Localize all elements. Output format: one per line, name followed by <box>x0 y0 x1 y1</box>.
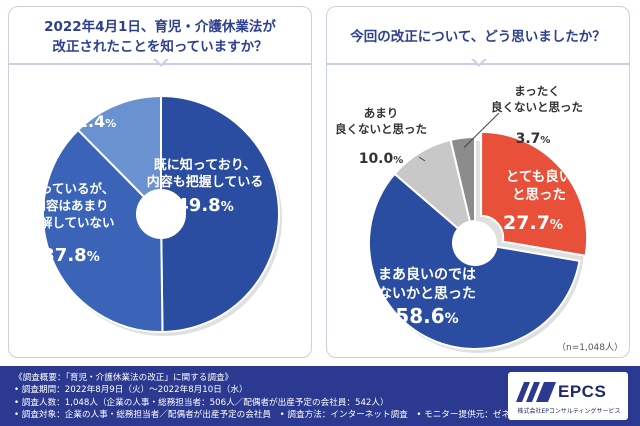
slice-label: まあ良いのでは <box>378 266 476 283</box>
donut-hole <box>137 190 185 238</box>
right-donut-chart: とても良いと思った27.7%まあ良いのではないかと思った58.6%あまり良くない… <box>335 84 589 353</box>
slice-percent-label: 49.8% <box>176 195 233 216</box>
slice-label: まったく <box>514 84 560 98</box>
epcs-company-name: 株式会社EPコンサルティングサービス <box>517 408 621 415</box>
survey-target-line: • 調査対象：企業の人事・総務担当者／配偶者が出産予定の会社員 • 調査方法：イ… <box>14 410 562 421</box>
epcs-logo: EPCS 株式会社EPコンサルティングサービス <box>508 372 628 420</box>
epcs-logo-mark-icon <box>516 382 556 402</box>
left-title-notch <box>153 58 169 67</box>
left-chart-title: 2022年4月1日、育児・介護休業法が 改正されたことを知っていますか？ <box>44 19 276 55</box>
survey-overview-line: 《調査概要：「育児・介護休業法の改正」に関する調査》 <box>14 373 234 383</box>
slice-label: と思った <box>512 187 566 203</box>
survey-count-line: • 調査人数：1,048人（企業の人事・総務担当者：506人／配偶者が出産予定の… <box>14 397 389 408</box>
slice-percent-label: 3.7% <box>516 131 551 147</box>
right-title-notch <box>471 58 487 67</box>
leader-line <box>463 112 500 149</box>
slice-percent-label: 12.4% <box>66 112 117 131</box>
slice-label: まったく知らない <box>55 83 155 98</box>
slice-label: 既に知っており、 <box>154 157 256 173</box>
right-chart-title: 今回の改正について、どう思いましたか？ <box>350 29 606 45</box>
survey-footer: 《調査概要：「育児・介護休業法の改正」に関する調査》 • 調査期間：2022年8… <box>0 366 640 426</box>
slice-percent-label: 58.6% <box>395 304 458 328</box>
survey-period-line: • 調査期間：2022年8月9日（火）〜2022年8月10日（水） <box>14 385 248 396</box>
slice-label: 理解していない <box>27 215 114 230</box>
leader-line <box>418 156 426 162</box>
slice-label: 内容はあまり <box>33 198 108 213</box>
epcs-logo-wordmark: EPCS <box>558 382 607 401</box>
sample-size-note: （n=1,048人） <box>556 343 623 353</box>
slice-label: 知っているが、 <box>27 181 115 196</box>
slice-percent-label: 37.8% <box>42 245 99 266</box>
slice-percent-label: 10.0% <box>359 151 404 167</box>
left-donut-chart: 既に知っており、内容も把握している 49.8% 知っているが、内容はあまり理解してい… <box>27 83 282 336</box>
left-chart-panel: 2022年4月1日、育児・介護休業法が 改正されたことを知っていますか？ 既に知… <box>8 6 312 358</box>
donut-slice-1 <box>480 130 589 257</box>
survey-details: 《調査概要：「育児・介護休業法の改正」に関する調査》 • 調査期間：2022年8… <box>14 372 562 422</box>
slice-label: とても良い <box>506 168 572 185</box>
slice-label: ないかと思った <box>378 286 476 302</box>
donut-hole <box>453 221 497 265</box>
slice-percent-label: 27.7% <box>503 212 563 234</box>
slice-label: 良くないと思った <box>335 122 427 136</box>
slice-label: 内容も把握している <box>147 174 264 190</box>
slice-label: あまり <box>364 106 399 120</box>
slice-label: 良くないと思った <box>491 100 583 114</box>
right-chart-panel: 今回の改正について、どう思いましたか？ とても良いと思った 27.7% まあ良いので… <box>326 6 630 358</box>
